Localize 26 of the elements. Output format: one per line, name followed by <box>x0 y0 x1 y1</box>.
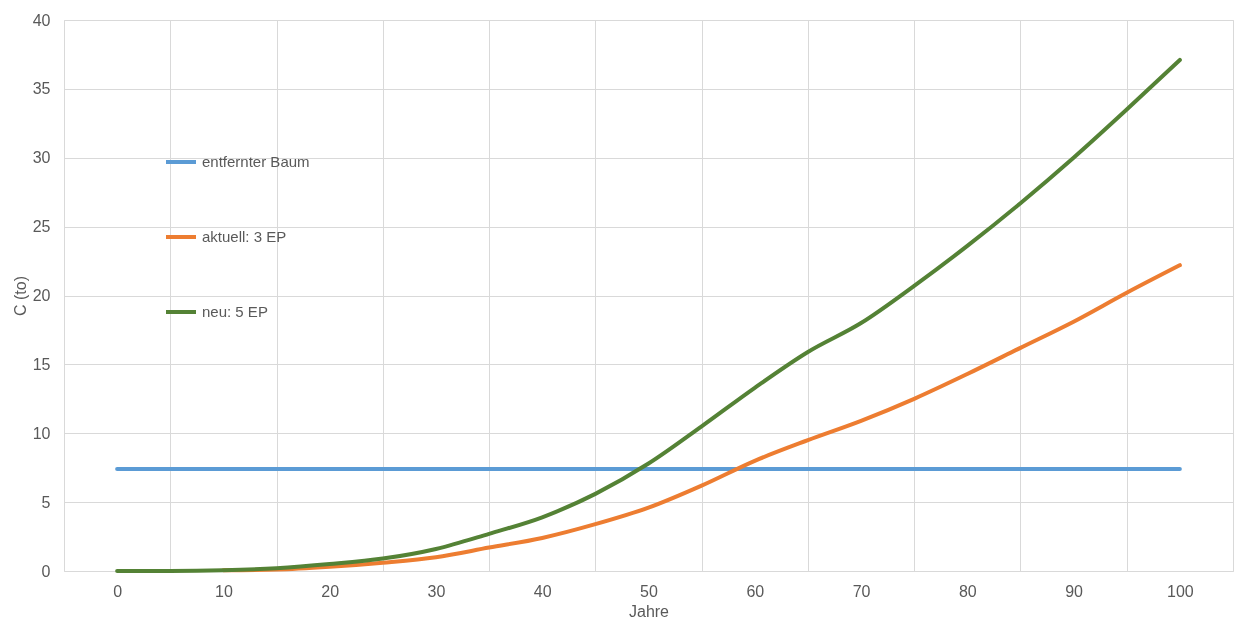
y-tick-label: 5 <box>41 493 51 511</box>
y-tick-label: 30 <box>32 149 51 167</box>
y-tick-label: 25 <box>32 218 51 236</box>
legend-label: aktuell: 3 EP <box>202 228 287 245</box>
x-tick-label: 0 <box>113 582 123 600</box>
x-tick-label: 10 <box>215 582 233 600</box>
y-tick-label: 35 <box>32 80 51 98</box>
x-tick-label: 100 <box>1167 582 1194 600</box>
x-tick-label: 90 <box>1065 582 1084 600</box>
y-tick-label: 10 <box>32 424 51 442</box>
x-tick-label: 60 <box>746 582 765 600</box>
y-axis-title: C (to) <box>11 276 29 316</box>
y-tick-label: 20 <box>32 287 51 304</box>
y-tick-label: 0 <box>41 562 51 580</box>
y-tick-label: 15 <box>32 355 51 373</box>
x-tick-label: 50 <box>640 582 658 600</box>
x-tick-label: 80 <box>958 582 977 600</box>
line-series <box>115 57 1182 573</box>
x-tick-label: 20 <box>321 582 340 600</box>
legend-label: neu: 5 EP <box>202 303 268 320</box>
x-tick-label: 70 <box>852 582 871 600</box>
x-axis-title: Jahre <box>628 602 670 620</box>
x-tick-label: 30 <box>427 582 446 600</box>
x-tick-label: 40 <box>533 582 552 600</box>
y-tick-label: 40 <box>32 11 51 29</box>
legend-label: entfernter Baum <box>202 153 310 170</box>
